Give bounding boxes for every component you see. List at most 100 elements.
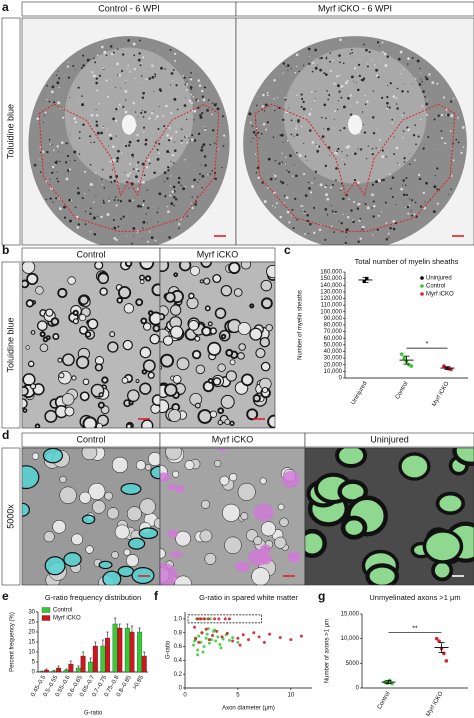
speckle: [82, 64, 86, 67]
speckle: [344, 244, 347, 245]
speckle: [419, 205, 423, 208]
speckle: [335, 167, 338, 170]
speckle: [127, 68, 129, 70]
speckle: [78, 101, 80, 103]
speckle: [68, 168, 71, 171]
data-point: [199, 617, 203, 621]
speckle: [186, 118, 188, 121]
speckle: [112, 158, 116, 162]
y-tick-label: 40,000: [324, 349, 343, 355]
sheath: [50, 317, 60, 326]
speckle: [300, 125, 303, 128]
speckle: [145, 78, 148, 81]
speckle: [116, 156, 120, 160]
speckle: [303, 210, 306, 213]
speckle: [113, 237, 117, 240]
speckle: [353, 178, 357, 182]
speckle: [323, 72, 326, 75]
speckle: [152, 206, 154, 208]
bar: [129, 631, 135, 673]
sheath: [178, 262, 192, 272]
speckle: [184, 185, 186, 188]
data-point: [220, 635, 224, 639]
speckle: [324, 164, 328, 168]
sheath: [212, 273, 222, 284]
speckle: [372, 234, 374, 236]
data-point: [207, 638, 211, 642]
speckle: [452, 159, 455, 162]
sheath: [267, 414, 275, 428]
speckle: [343, 163, 346, 166]
speckle: [334, 151, 338, 155]
y-tick-label: 0: [339, 376, 343, 382]
speckle: [397, 162, 399, 164]
speckle: [92, 201, 95, 203]
speckle: [135, 168, 138, 171]
speckle: [164, 195, 167, 198]
x-tick-label: 0: [183, 693, 187, 699]
speckle: [381, 211, 383, 213]
bar: [51, 670, 57, 673]
speckle: [167, 210, 170, 214]
speckle: [73, 159, 76, 162]
speckle: [390, 187, 392, 190]
speckle: [402, 137, 404, 139]
lesion-outline: [38, 103, 220, 232]
sheath: [207, 321, 213, 327]
sheath: [30, 383, 37, 390]
speckle: [337, 154, 339, 156]
sheath: [184, 460, 195, 470]
speckle: [189, 133, 191, 135]
speckle: [209, 173, 212, 175]
y-tick-label: 100,000: [320, 309, 342, 315]
speckle: [324, 73, 328, 76]
sheath: [144, 275, 152, 282]
speckle: [204, 164, 207, 167]
speckle: [306, 160, 307, 162]
speckle: [358, 219, 361, 222]
speckle: [364, 103, 367, 106]
speckle: [109, 137, 113, 140]
speckle: [290, 133, 293, 136]
colored-axon: [22, 465, 40, 490]
speckle: [316, 145, 319, 148]
sheath: [123, 548, 131, 556]
speckle: [376, 228, 379, 231]
speckle: [168, 151, 170, 154]
x-tick-label: 5: [236, 693, 240, 699]
speckle: [401, 90, 404, 93]
speckle: [324, 185, 327, 189]
speckle: [313, 206, 316, 209]
speckle: [345, 228, 349, 232]
speckle: [336, 75, 339, 78]
speckle: [296, 218, 298, 221]
speckle: [130, 182, 134, 186]
speckle: [292, 175, 294, 177]
bar: [80, 655, 86, 673]
speckle: [170, 72, 174, 75]
sheath: [149, 333, 160, 345]
panel-header: Control: [76, 434, 105, 444]
speckle: [82, 54, 85, 57]
speckle: [330, 186, 333, 189]
speckle: [212, 129, 215, 132]
sheath: [59, 486, 77, 504]
speckle: [141, 110, 143, 112]
speckle: [69, 134, 70, 136]
speckle: [57, 101, 61, 105]
sheath: [82, 378, 90, 386]
speckle: [323, 128, 325, 130]
speckle: [372, 215, 375, 218]
legend-swatch: [41, 607, 51, 613]
speckle: [381, 41, 384, 44]
speckle: [414, 159, 417, 162]
speckle: [396, 87, 399, 90]
speckle: [121, 53, 125, 56]
lesion-outline: [254, 103, 456, 232]
sheath: [27, 360, 35, 368]
speckle: [69, 219, 72, 223]
speckle: [443, 96, 446, 99]
speckle: [386, 55, 390, 59]
sheath: [212, 377, 222, 386]
speckle: [124, 89, 128, 93]
